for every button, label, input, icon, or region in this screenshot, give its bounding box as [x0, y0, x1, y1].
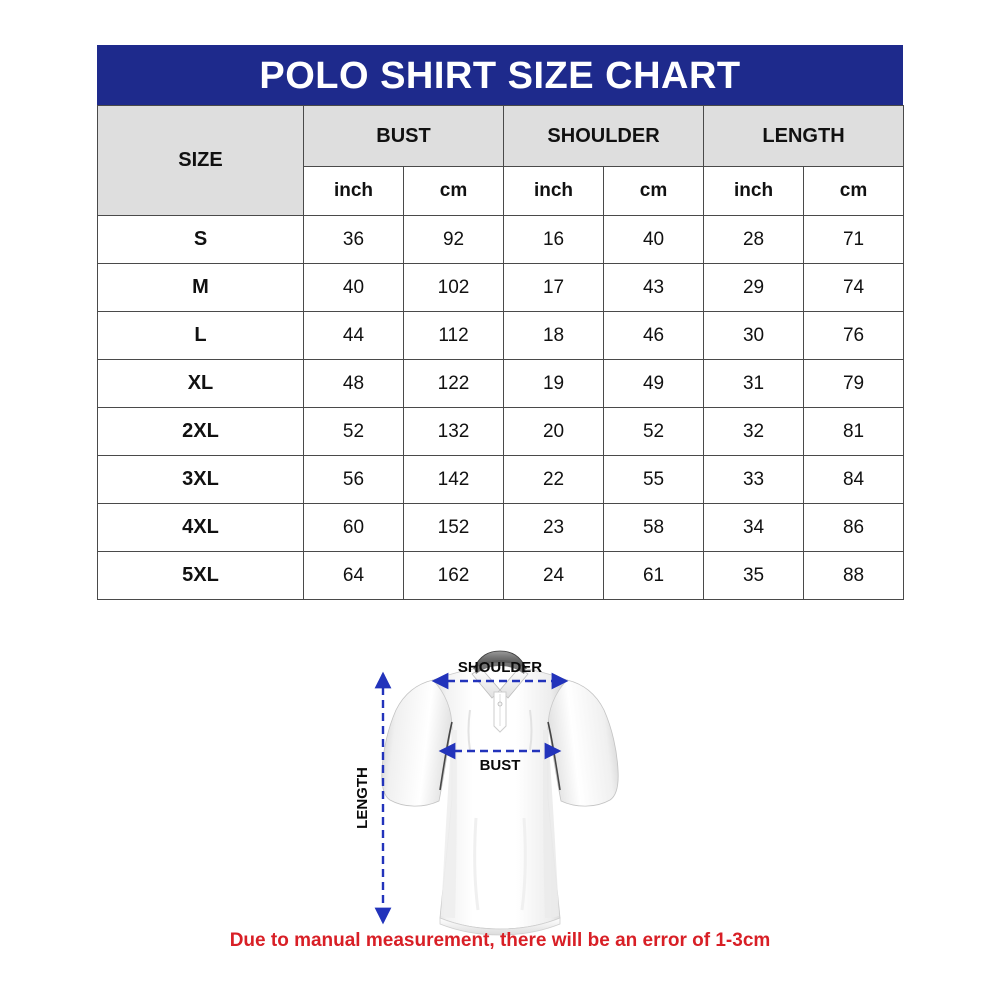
cell-length-cm: 74 [803, 263, 905, 312]
table-row: 4XL 60 152 23 58 34 86 [97, 503, 905, 552]
cell-shoulder-inch: 19 [503, 359, 605, 408]
size-chart-table: SIZE BUST SHOULDER LENGTH inch cm inch c… [97, 105, 905, 600]
cell-length-inch: 28 [703, 215, 805, 264]
cell-length-cm: 86 [803, 503, 905, 552]
table-row: S 36 92 16 40 28 71 [97, 215, 905, 264]
cell-length-cm: 88 [803, 551, 905, 600]
cell-shoulder-cm: 46 [603, 311, 705, 360]
unit-bust-inch: inch [303, 166, 404, 216]
cell-length-cm: 84 [803, 455, 905, 504]
cell-bust-cm: 152 [402, 503, 505, 552]
cell-size: L [97, 311, 304, 360]
cell-length-cm: 76 [803, 311, 905, 360]
cell-size: XL [97, 359, 304, 408]
shirt-hem [439, 917, 561, 936]
cell-length-inch: 30 [703, 311, 805, 360]
table-row: M 40 102 17 43 29 74 [97, 263, 905, 312]
unit-length-inch: inch [703, 166, 805, 216]
cell-shoulder-inch: 24 [503, 551, 605, 600]
cell-shoulder-inch: 16 [503, 215, 605, 264]
unit-shoulder-cm: cm [603, 166, 705, 216]
cell-bust-inch: 56 [303, 455, 404, 504]
cell-bust-cm: 92 [402, 215, 505, 264]
cell-length-inch: 35 [703, 551, 805, 600]
cell-shoulder-inch: 20 [503, 407, 605, 456]
unit-bust-cm: cm [402, 166, 505, 216]
table-row: 2XL 52 132 20 52 32 81 [97, 407, 905, 456]
cell-shoulder-cm: 61 [603, 551, 705, 600]
cell-bust-inch: 60 [303, 503, 404, 552]
length-measurement: LENGTH [354, 671, 392, 925]
cell-bust-cm: 122 [402, 359, 505, 408]
cell-shoulder-cm: 58 [603, 503, 705, 552]
cell-length-inch: 33 [703, 455, 805, 504]
cell-bust-inch: 36 [303, 215, 404, 264]
cell-size: 2XL [97, 407, 304, 456]
unit-length-cm: cm [803, 166, 905, 216]
cell-shoulder-cm: 55 [603, 455, 705, 504]
cell-shoulder-inch: 18 [503, 311, 605, 360]
shoulder-measurement: SHOULDER [431, 659, 569, 690]
cell-length-cm: 79 [803, 359, 905, 408]
shoulder-label: SHOULDER [458, 659, 542, 676]
cell-bust-cm: 142 [402, 455, 505, 504]
page-title: POLO SHIRT SIZE CHART [259, 55, 741, 97]
cell-bust-inch: 64 [303, 551, 404, 600]
cell-bust-cm: 112 [402, 311, 505, 360]
cell-size: 5XL [97, 551, 304, 600]
measurement-disclaimer: Due to manual measurement, there will be… [229, 930, 771, 951]
cell-shoulder-cm: 40 [603, 215, 705, 264]
polo-shirt-illustration [381, 650, 619, 936]
header-size: SIZE [97, 105, 304, 216]
cell-size: 4XL [97, 503, 304, 552]
cell-length-inch: 31 [703, 359, 805, 408]
cell-shoulder-inch: 23 [503, 503, 605, 552]
cell-bust-inch: 44 [303, 311, 404, 360]
table-unit-header-row: inch cm inch cm inch cm [98, 166, 905, 216]
cell-shoulder-cm: 43 [603, 263, 705, 312]
cell-bust-cm: 132 [402, 407, 505, 456]
shirt-button [497, 701, 503, 707]
cell-length-cm: 81 [803, 407, 905, 456]
header-bust: BUST [302, 105, 505, 167]
cell-length-inch: 29 [703, 263, 805, 312]
cell-bust-cm: 102 [402, 263, 505, 312]
shirt-right-sleeve [547, 679, 619, 807]
cell-size: 3XL [97, 455, 304, 504]
cell-length-cm: 71 [803, 215, 905, 264]
header-length: LENGTH [703, 105, 905, 167]
cell-bust-inch: 48 [303, 359, 404, 408]
cell-size: M [97, 263, 304, 312]
cell-bust-inch: 40 [303, 263, 404, 312]
unit-shoulder-inch: inch [503, 166, 605, 216]
cell-bust-cm: 162 [402, 551, 505, 600]
table-group-header-row: SIZE BUST SHOULDER LENGTH [97, 105, 905, 216]
header-shoulder: SHOULDER [503, 105, 705, 167]
cell-shoulder-cm: 49 [603, 359, 705, 408]
chart-title-bar: POLO SHIRT SIZE CHART [97, 45, 903, 105]
cell-shoulder-inch: 22 [503, 455, 605, 504]
size-chart: POLO SHIRT SIZE CHART SIZE BUST SHOULDER… [97, 45, 905, 600]
bust-measurement: BUST [438, 742, 562, 774]
table-row: L 44 112 18 46 30 76 [97, 311, 905, 360]
table-row: XL 48 122 19 49 31 79 [97, 359, 905, 408]
table-row: 3XL 56 142 22 55 33 84 [97, 455, 905, 504]
cell-shoulder-cm: 52 [603, 407, 705, 456]
cell-length-inch: 32 [703, 407, 805, 456]
bust-label: BUST [480, 757, 521, 774]
measurement-diagram: SHOULDER BUST LENGTH [0, 618, 1000, 938]
cell-size: S [97, 215, 304, 264]
shirt-left-sleeve [381, 679, 453, 807]
cell-length-inch: 34 [703, 503, 805, 552]
table-row: 5XL 64 162 24 61 35 88 [97, 551, 905, 600]
cell-shoulder-inch: 17 [503, 263, 605, 312]
length-label: LENGTH [354, 767, 371, 829]
cell-bust-inch: 52 [303, 407, 404, 456]
